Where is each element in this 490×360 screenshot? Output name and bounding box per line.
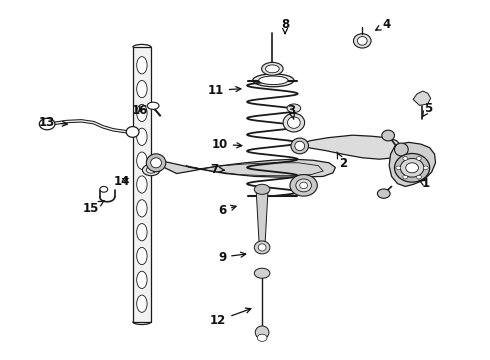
Text: 7: 7 bbox=[211, 163, 224, 176]
Ellipse shape bbox=[39, 118, 55, 130]
Ellipse shape bbox=[258, 244, 266, 251]
Text: 12: 12 bbox=[210, 308, 251, 327]
Ellipse shape bbox=[254, 268, 270, 278]
Ellipse shape bbox=[283, 113, 305, 132]
Ellipse shape bbox=[259, 76, 288, 85]
Ellipse shape bbox=[254, 241, 270, 254]
Text: 14: 14 bbox=[114, 175, 130, 188]
Ellipse shape bbox=[137, 176, 147, 193]
Ellipse shape bbox=[253, 74, 294, 87]
Ellipse shape bbox=[416, 175, 421, 179]
Ellipse shape bbox=[262, 62, 283, 75]
Text: 5: 5 bbox=[422, 102, 432, 118]
Text: 15: 15 bbox=[83, 201, 104, 215]
Text: 3: 3 bbox=[287, 104, 295, 120]
Ellipse shape bbox=[255, 326, 269, 339]
Ellipse shape bbox=[403, 175, 408, 179]
Text: 4: 4 bbox=[376, 18, 391, 31]
Ellipse shape bbox=[377, 189, 390, 198]
Ellipse shape bbox=[137, 295, 147, 312]
Ellipse shape bbox=[394, 143, 408, 156]
Polygon shape bbox=[153, 159, 335, 177]
Ellipse shape bbox=[257, 334, 267, 341]
Polygon shape bbox=[256, 192, 268, 244]
Ellipse shape bbox=[137, 152, 147, 169]
Ellipse shape bbox=[137, 200, 147, 217]
Ellipse shape bbox=[151, 158, 161, 168]
Text: 1: 1 bbox=[419, 177, 430, 190]
Ellipse shape bbox=[416, 157, 421, 160]
Ellipse shape bbox=[137, 81, 147, 98]
Bar bbox=[133, 47, 151, 321]
Polygon shape bbox=[299, 135, 401, 159]
Ellipse shape bbox=[137, 57, 147, 74]
Ellipse shape bbox=[295, 141, 305, 150]
Ellipse shape bbox=[126, 127, 139, 137]
Ellipse shape bbox=[382, 130, 394, 141]
Ellipse shape bbox=[266, 65, 279, 73]
Ellipse shape bbox=[300, 182, 308, 189]
Ellipse shape bbox=[406, 163, 418, 173]
Ellipse shape bbox=[394, 153, 430, 182]
Text: 8: 8 bbox=[281, 18, 289, 34]
Polygon shape bbox=[413, 91, 431, 105]
Polygon shape bbox=[389, 142, 436, 186]
Ellipse shape bbox=[137, 224, 147, 241]
Ellipse shape bbox=[396, 166, 401, 170]
Text: 11: 11 bbox=[208, 84, 241, 97]
Text: 16: 16 bbox=[132, 104, 148, 117]
Ellipse shape bbox=[357, 37, 367, 45]
Ellipse shape bbox=[137, 271, 147, 288]
Ellipse shape bbox=[296, 179, 312, 192]
Ellipse shape bbox=[137, 104, 147, 122]
Ellipse shape bbox=[147, 154, 166, 172]
Ellipse shape bbox=[400, 158, 424, 177]
Text: 13: 13 bbox=[39, 116, 68, 129]
Ellipse shape bbox=[290, 175, 318, 196]
Ellipse shape bbox=[100, 186, 108, 192]
Ellipse shape bbox=[353, 34, 371, 48]
Text: 9: 9 bbox=[218, 251, 246, 264]
Ellipse shape bbox=[137, 247, 147, 265]
Ellipse shape bbox=[254, 184, 270, 194]
Text: 10: 10 bbox=[212, 138, 242, 150]
Ellipse shape bbox=[287, 104, 301, 113]
Ellipse shape bbox=[423, 166, 428, 170]
Ellipse shape bbox=[291, 138, 309, 154]
Text: 6: 6 bbox=[218, 204, 236, 217]
Ellipse shape bbox=[403, 157, 408, 160]
Ellipse shape bbox=[137, 128, 147, 145]
Ellipse shape bbox=[143, 164, 160, 176]
Ellipse shape bbox=[147, 102, 159, 109]
Ellipse shape bbox=[288, 117, 300, 129]
Text: 2: 2 bbox=[337, 152, 347, 170]
Ellipse shape bbox=[147, 167, 156, 173]
